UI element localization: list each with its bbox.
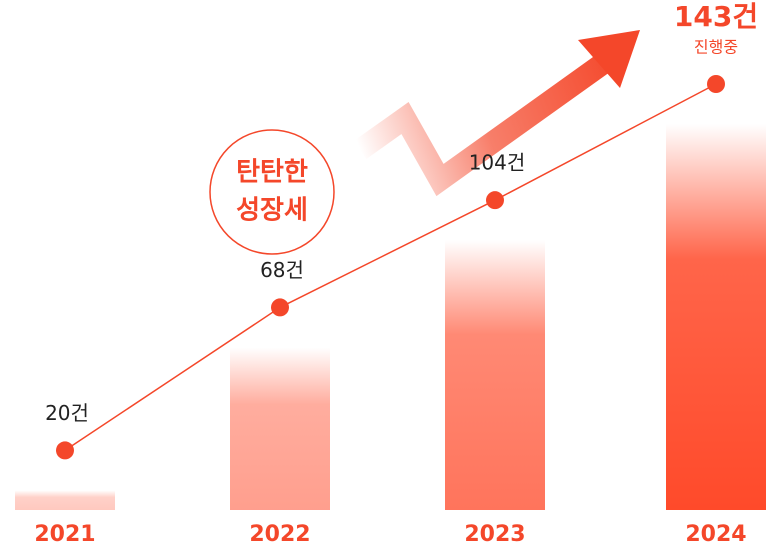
value-label: 104건 [469,151,526,175]
badge [209,129,335,255]
value-label: 20건 [45,401,89,425]
point [56,441,74,460]
badge-text: 탄탄한 [236,158,308,188]
bar [15,490,115,510]
point [486,191,504,210]
bar [666,124,766,510]
point [271,298,289,317]
x-tick-label: 2022 [249,522,310,547]
point [707,75,725,93]
growth-arrow [353,30,640,197]
bar [230,347,330,510]
line [64,83,717,452]
x-tick-label: 2024 [685,522,746,547]
value-label: 143건 [674,0,758,33]
value-label: 68건 [260,258,304,282]
status-label: 진행중 [694,38,738,57]
bar [445,240,545,510]
x-tick-label: 2021 [34,522,95,547]
badge-text: 성장세 [236,196,308,226]
x-tick-label: 2023 [464,522,525,547]
